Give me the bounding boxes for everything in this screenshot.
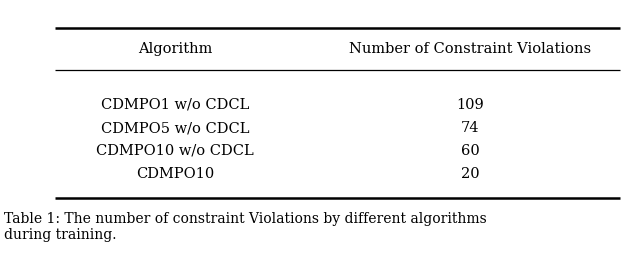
Text: Number of Constraint Violations: Number of Constraint Violations — [349, 42, 591, 56]
Text: Table 1: The number of constraint Violations by different algorithms
during trai: Table 1: The number of constraint Violat… — [4, 212, 487, 242]
Text: 74: 74 — [461, 121, 479, 135]
Text: CDMPO1 w/o CDCL: CDMPO1 w/o CDCL — [101, 98, 249, 112]
Text: Algorithm: Algorithm — [138, 42, 212, 56]
Text: 60: 60 — [461, 144, 479, 158]
Text: CDMPO10: CDMPO10 — [136, 167, 214, 181]
Text: CDMPO10 w/o CDCL: CDMPO10 w/o CDCL — [96, 144, 254, 158]
Text: 109: 109 — [456, 98, 484, 112]
Text: 20: 20 — [461, 167, 479, 181]
Text: CDMPO5 w/o CDCL: CDMPO5 w/o CDCL — [100, 121, 249, 135]
